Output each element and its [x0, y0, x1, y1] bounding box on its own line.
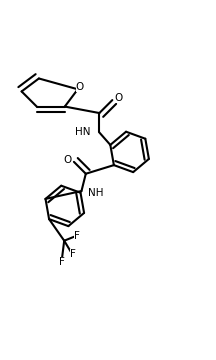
- Text: HN: HN: [75, 127, 91, 138]
- Text: O: O: [115, 93, 123, 103]
- Text: F: F: [70, 249, 76, 259]
- Text: O: O: [63, 155, 71, 165]
- Text: F: F: [74, 231, 80, 242]
- Text: F: F: [59, 257, 65, 267]
- Text: NH: NH: [88, 188, 103, 198]
- Text: O: O: [76, 82, 84, 92]
